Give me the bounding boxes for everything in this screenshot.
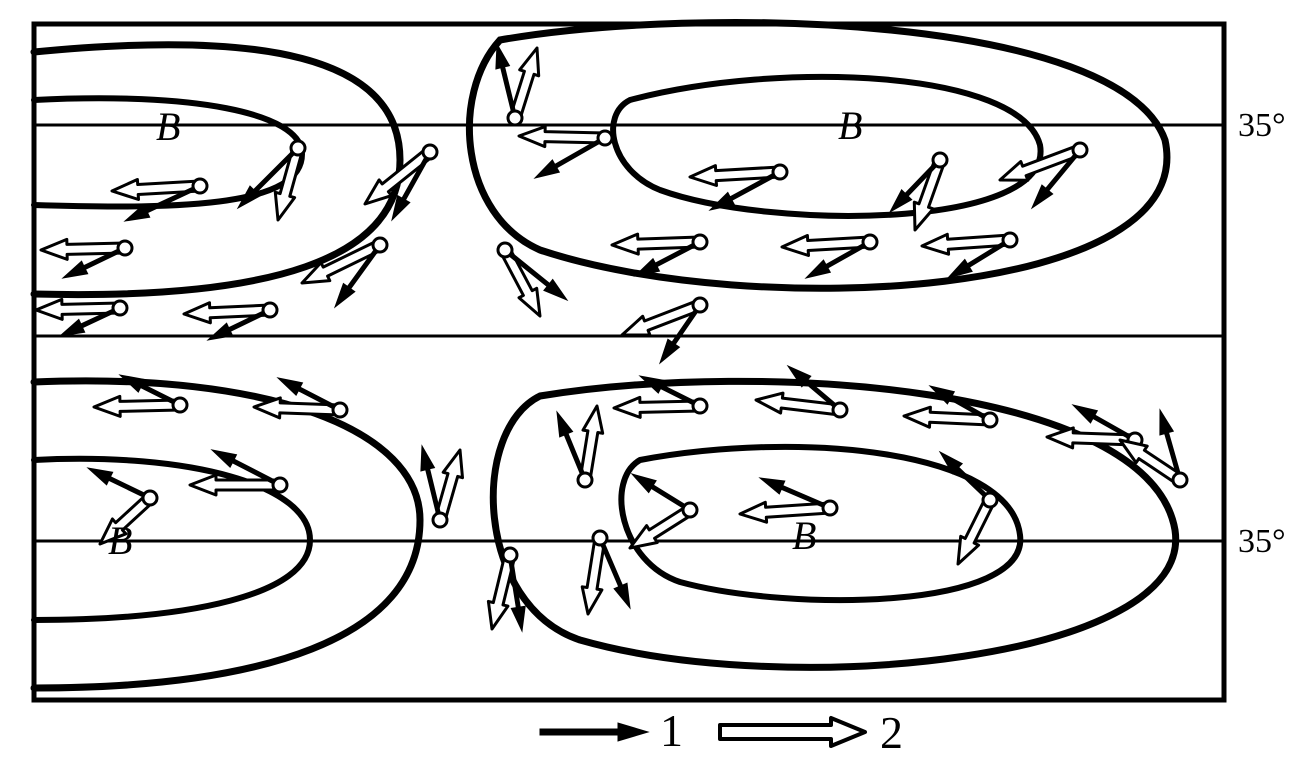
isobar-bl-outer — [34, 381, 420, 688]
solid-arrow — [940, 452, 991, 501]
arrow-pair-p1 — [238, 141, 305, 220]
origin-dot — [1073, 143, 1087, 157]
origin-dot — [983, 413, 997, 427]
label-legend-2: 2 — [880, 707, 903, 758]
origin-dot — [263, 303, 277, 317]
hollow-arrow — [922, 234, 1010, 254]
origin-dot — [118, 241, 132, 255]
arrow-pair-p27 — [756, 366, 847, 417]
arrow-pair-p2 — [112, 179, 207, 221]
origin-dot — [291, 141, 305, 155]
origin-dot — [1173, 473, 1187, 487]
label-B-tl: B — [156, 104, 180, 149]
origin-dot — [333, 403, 347, 417]
solid-arrow — [557, 412, 587, 481]
origin-dot — [143, 491, 157, 505]
origin-dot — [578, 473, 592, 487]
arrow-pair-p22 — [421, 446, 463, 527]
origin-dot — [693, 399, 707, 413]
isobar-tr-inner — [613, 77, 1040, 216]
origin-dot — [423, 145, 437, 159]
arrow-pair-p15 — [184, 303, 277, 340]
origin-dot — [433, 513, 447, 527]
solid-arrow — [632, 474, 691, 512]
hollow-arrow — [582, 537, 605, 614]
solid-arrow — [598, 537, 630, 608]
origin-dot — [113, 301, 127, 315]
origin-dot — [193, 179, 207, 193]
origin-dot — [593, 531, 607, 545]
hollow-arrow — [740, 502, 830, 522]
hollow-arrow — [782, 236, 870, 256]
origin-dot — [683, 503, 697, 517]
diagram-canvas: 35° 35° B B B B 1 2 — [0, 0, 1305, 774]
arrow-pair-p24 — [557, 406, 603, 487]
legend-hollow-arrow — [720, 718, 865, 746]
arrow-pair-p3 — [41, 239, 132, 278]
arrow-pair-p25 — [582, 531, 630, 614]
arrow-pair-p33 — [1120, 410, 1187, 487]
arrow-pair-p13 — [782, 235, 877, 278]
arrow-pair-p16 — [36, 299, 127, 336]
origin-dot — [373, 238, 387, 252]
arrow-pair-p30 — [630, 474, 697, 548]
arrow-pair-p31 — [740, 478, 837, 522]
origin-dot — [773, 165, 787, 179]
origin-dot — [983, 493, 997, 507]
hollow-arrow — [690, 166, 780, 186]
origin-dot — [693, 235, 707, 249]
arrow-pair-p6 — [496, 44, 539, 125]
origin-dot — [1003, 233, 1017, 247]
label-B-br: B — [792, 513, 816, 558]
hollow-arrow — [580, 406, 603, 481]
arrow-pair-p10 — [890, 153, 947, 230]
solid-arrow — [421, 446, 442, 521]
origin-dot — [693, 298, 707, 312]
label-B-tr: B — [838, 103, 862, 148]
origin-dot — [498, 243, 512, 257]
origin-dot — [823, 501, 837, 515]
hollow-arrow — [756, 393, 841, 415]
origin-dot — [173, 398, 187, 412]
arrow-pair-p8 — [519, 127, 612, 178]
solid-arrow — [88, 468, 151, 500]
solid-arrow — [496, 44, 517, 119]
label-legend-1: 1 — [660, 705, 683, 756]
origin-dot — [508, 111, 522, 125]
origin-dot — [598, 131, 612, 145]
origin-dot — [833, 403, 847, 417]
origin-dot — [273, 478, 287, 492]
label-lat-bottom: 35° — [1238, 523, 1286, 560]
origin-dot — [863, 235, 877, 249]
label-lat-top: 35° — [1238, 107, 1286, 144]
origin-dot — [503, 548, 517, 562]
origin-dot — [933, 153, 947, 167]
legend-solid-arrow — [540, 723, 648, 741]
arrow-pair-p17 — [622, 298, 707, 363]
label-B-bl: B — [108, 518, 132, 563]
hollow-arrow — [184, 303, 270, 323]
